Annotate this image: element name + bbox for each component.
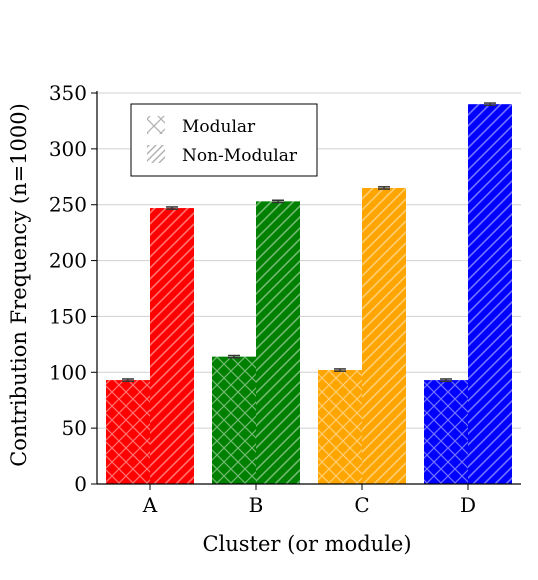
x-tick-label: C [354, 493, 369, 517]
legend-label-non-modular: Non-Modular [182, 146, 298, 166]
y-tick-label: 50 [62, 416, 87, 440]
tick-labels: 0 50 100 150 200 250 300 350 A B C D [49, 81, 476, 517]
bar-A-non-modular [150, 206, 194, 484]
bar-B-modular [212, 354, 256, 484]
y-axis-label: Contribution Frequency (n=1000) [7, 103, 31, 467]
y-tick-label: 200 [49, 249, 87, 273]
y-tick-label: 250 [49, 193, 87, 217]
y-tick-label: 350 [49, 81, 87, 105]
legend-swatch-non-modular [147, 145, 165, 163]
y-tick-label: 150 [49, 304, 87, 328]
x-tick-label: B [249, 493, 264, 517]
legend-swatch-modular [147, 116, 165, 134]
legend: Modular Non-Modular [130, 103, 318, 177]
bar-C-non-modular [362, 186, 406, 484]
bar-hatch [362, 187, 406, 484]
x-axis-label: Cluster (or module) [202, 532, 411, 556]
x-tick-label: A [142, 493, 158, 517]
bar-A-modular [106, 378, 150, 484]
axes [91, 91, 521, 490]
bar-D-modular [424, 378, 468, 484]
bar-hatch [468, 104, 512, 485]
bar-hatch [150, 208, 194, 484]
y-tick-label: 0 [74, 472, 87, 496]
x-tick-label: D [460, 493, 476, 517]
bar-hatch [212, 356, 256, 484]
bar-hatch [318, 370, 362, 484]
bar-C-modular [318, 368, 362, 484]
bar-hatch [256, 201, 300, 484]
bar-B-non-modular [256, 199, 300, 484]
bar-D-non-modular [468, 102, 512, 485]
y-tick-label: 300 [49, 137, 87, 161]
bar-hatch [424, 380, 468, 484]
bars [106, 102, 512, 485]
legend-label-modular: Modular [182, 117, 256, 137]
y-tick-label: 100 [49, 360, 87, 384]
bar-hatch [106, 380, 150, 484]
